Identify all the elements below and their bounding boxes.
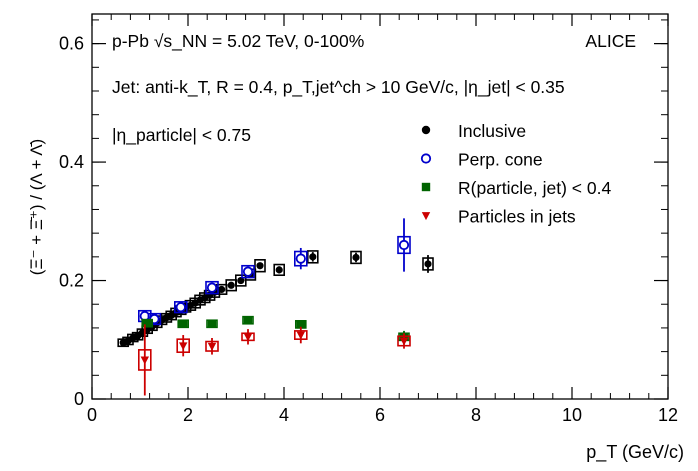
- x-tick-label: 0: [87, 405, 97, 425]
- legend-marker: [421, 125, 431, 135]
- y-axis-label: (Ξ⁻ + Ξ̄⁺) / (Λ + Λ̄): [27, 139, 46, 275]
- annotation-experiment: ALICE: [585, 31, 636, 51]
- legend-label: R(particle, jet) < 0.4: [458, 178, 611, 198]
- legend-label: Inclusive: [458, 121, 526, 141]
- data-point: [206, 282, 218, 293]
- y-tick-label: 0: [74, 389, 84, 409]
- x-tick-label: 6: [375, 405, 385, 425]
- series-3: [138, 324, 411, 396]
- legend-marker: [421, 212, 431, 221]
- data-point: [237, 276, 245, 285]
- data-point: [175, 302, 186, 313]
- data-point: [179, 342, 188, 351]
- data-point: [398, 239, 410, 251]
- legend: Inclusive Perp. cone R(particle, jet) < 0.…: [420, 121, 611, 227]
- data-point: [227, 281, 235, 289]
- x-tick-label: 4: [279, 405, 289, 425]
- x-tick-label: 10: [562, 405, 582, 425]
- data-point: [207, 319, 217, 328]
- legend-label: Particles in jets: [458, 207, 576, 227]
- sys-error-box: [350, 250, 362, 265]
- y-tick-label: 0.2: [59, 271, 84, 291]
- plot-frame: [91, 13, 669, 400]
- data-point: [242, 266, 254, 277]
- sys-error-box: [241, 264, 255, 279]
- series-0: [117, 250, 434, 348]
- legend-marker: [421, 182, 431, 192]
- sys-error-box: [254, 259, 266, 273]
- y-tick-label: 0.4: [59, 152, 84, 172]
- data-point: [256, 262, 264, 270]
- data-point: [296, 331, 305, 340]
- data-point: [424, 260, 432, 268]
- data-point: [218, 285, 226, 294]
- x-tick-label: 2: [183, 405, 193, 425]
- data-point: [399, 337, 409, 346]
- sys-error-box: [273, 263, 286, 277]
- data-point: [352, 253, 360, 262]
- sys-error-box: [306, 250, 319, 264]
- annotation-jet-definition: Jet: anti-k_T, R = 0.4, p_T,jet^ch > 10 …: [112, 77, 565, 98]
- legend-marker: [420, 153, 432, 164]
- y-tick-label: 0.6: [59, 34, 84, 54]
- x-tick-label: 12: [658, 405, 678, 425]
- data-series: [117, 218, 434, 396]
- x-tick-label: 8: [471, 405, 481, 425]
- data-point: [296, 320, 305, 329]
- annotation-system: p-Pb √s_NN = 5.02 TeV, 0-100%: [112, 31, 364, 52]
- data-point: [143, 318, 152, 328]
- data-point: [140, 356, 149, 365]
- data-point: [179, 319, 188, 328]
- data-point: [275, 266, 283, 274]
- x-axis-label: p_T (GeV/c): [586, 442, 684, 463]
- axes: 0 2 4 6 8 10 12 0 0.2 0.4 0.6: [59, 14, 678, 425]
- data-point: [207, 342, 217, 351]
- annotation-eta-cut: |η_particle| < 0.75: [112, 125, 251, 146]
- legend-label: Perp. cone: [458, 150, 543, 170]
- sys-error-box: [174, 301, 188, 314]
- data-point: [295, 253, 306, 264]
- sys-error-box: [205, 280, 219, 295]
- data-point: [309, 253, 317, 261]
- data-point: [243, 333, 253, 342]
- data-point: [243, 316, 253, 325]
